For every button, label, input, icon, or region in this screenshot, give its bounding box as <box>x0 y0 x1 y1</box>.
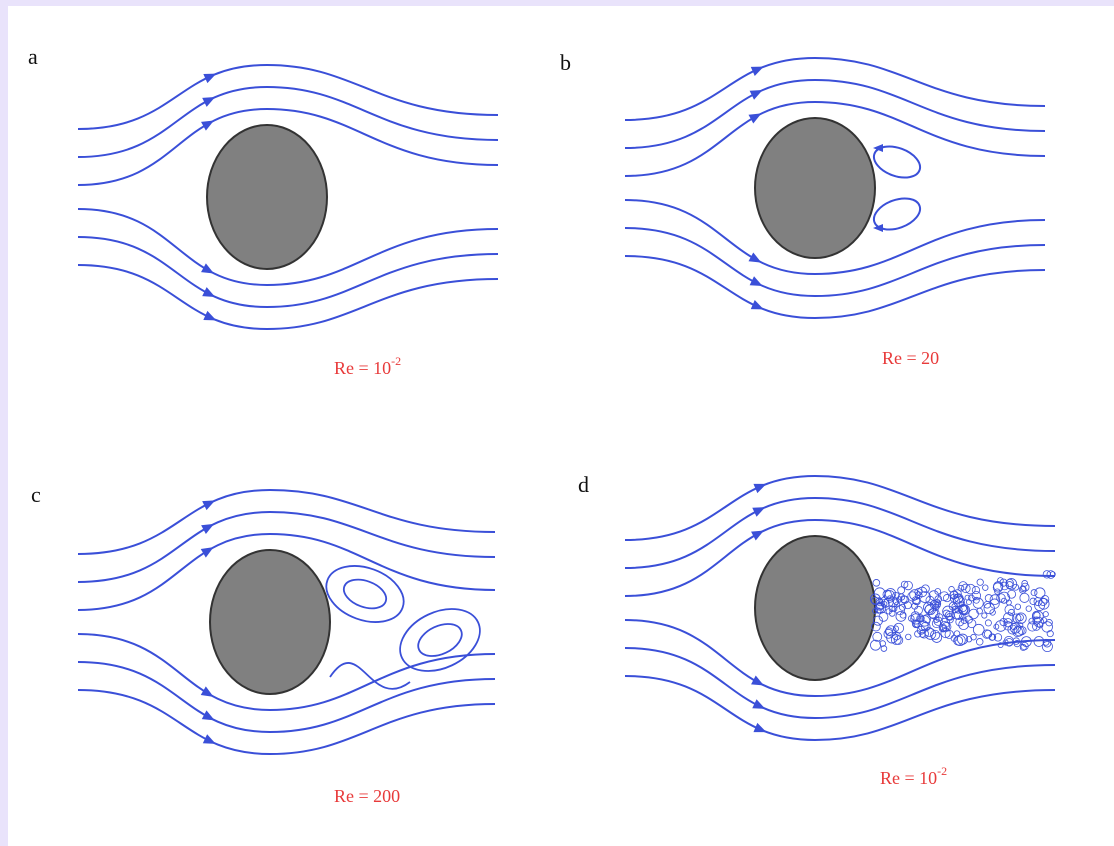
reynolds-label: Re = 200 <box>334 786 400 806</box>
re-text: Re = 10 <box>880 768 937 788</box>
page: a b c d Re = 10-2 Re = 20 Re = 200 Re = … <box>0 0 1114 846</box>
figure: a b c d Re = 10-2 Re = 20 Re = 200 Re = … <box>0 0 1114 846</box>
panel-label: b <box>560 50 571 75</box>
cylinder <box>755 118 875 258</box>
cylinder <box>210 550 330 694</box>
cylinder <box>755 536 875 680</box>
re-text: Re = 20 <box>882 348 939 368</box>
reynolds-label: Re = 20 <box>882 348 939 368</box>
panel-label: c <box>31 482 41 507</box>
reynolds-label: Re = 10-2 <box>334 354 401 378</box>
reynolds-label: Re = 10-2 <box>880 764 947 788</box>
re-text: Re = 200 <box>334 786 400 806</box>
panel-label: a <box>28 44 38 69</box>
re-text: Re = 10 <box>334 358 391 378</box>
panel-label: d <box>578 472 589 497</box>
re-exponent: -2 <box>391 354 401 368</box>
re-exponent: -2 <box>937 764 947 778</box>
cylinder <box>207 125 327 269</box>
